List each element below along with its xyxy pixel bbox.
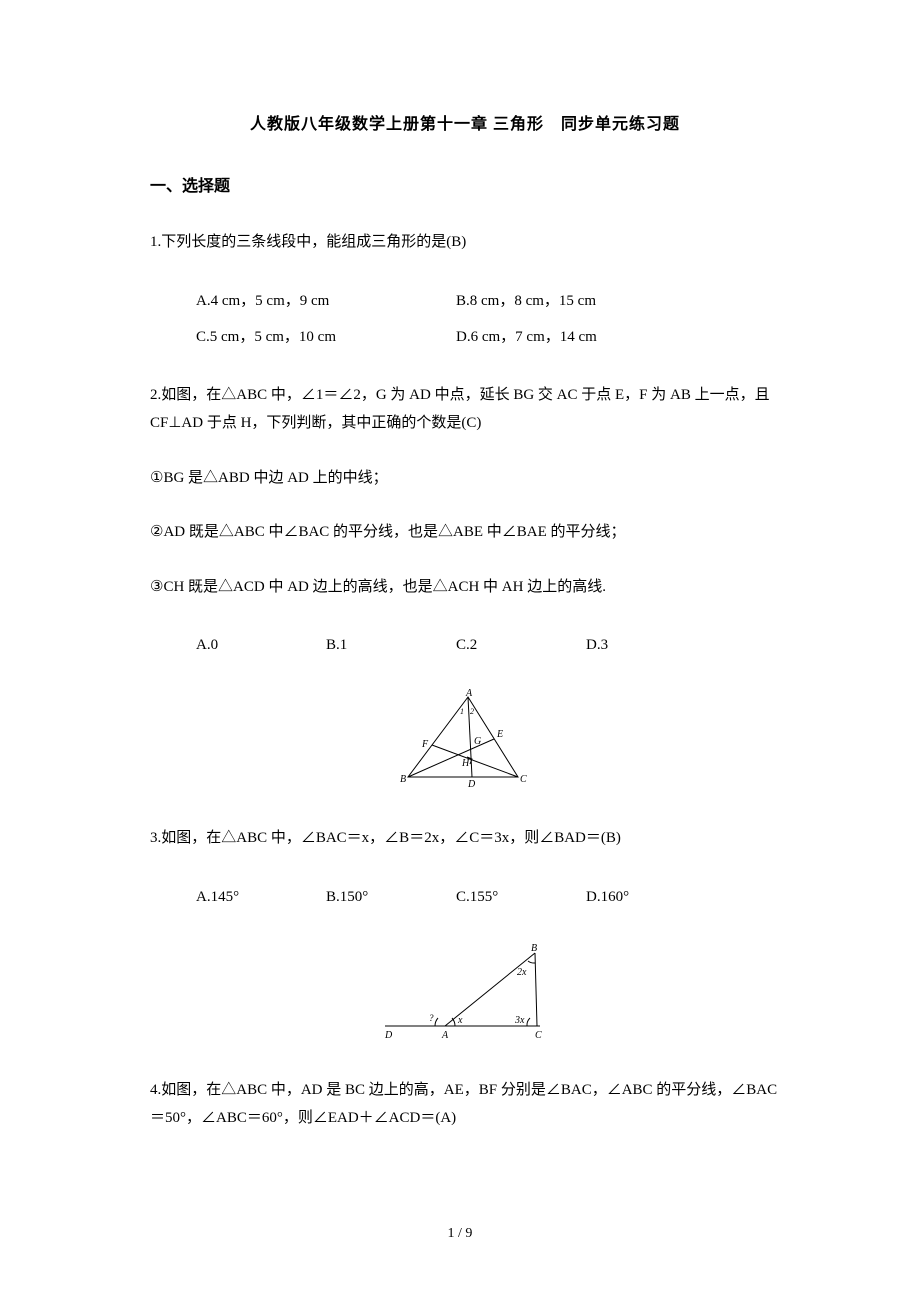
page-title: 人教版八年级数学上册第十一章 三角形 同步单元练习题 xyxy=(150,110,780,134)
svg-text:B: B xyxy=(531,943,537,954)
q2-opt-b: B.1 xyxy=(326,627,456,663)
svg-text:1: 1 xyxy=(460,707,464,716)
svg-text:2: 2 xyxy=(470,707,474,716)
q2-stmt-2: ②AD 既是△ABC 中∠BAC 的平分线，也是△ABE 中∠BAE 的平分线； xyxy=(150,518,780,547)
q2-options: A.0 B.1 C.2 D.3 xyxy=(196,627,780,663)
q1-opt-c: C.5 cm，5 cm，10 cm xyxy=(196,319,456,355)
svg-text:E: E xyxy=(496,729,503,740)
q3-options: A.145° B.150° C.155° D.160° xyxy=(196,879,780,915)
svg-text:C: C xyxy=(535,1030,542,1041)
q3-opt-a: A.145° xyxy=(196,879,326,915)
q2-stmt-1: ①BG 是△ABD 中边 AD 上的中线； xyxy=(150,464,780,493)
svg-text:H: H xyxy=(461,758,470,769)
question-4: 4.如图，在△ABC 中，AD 是 BC 边上的高，AE，BF 分别是∠BAC，… xyxy=(150,1076,780,1133)
question-3: 3.如图，在△ABC 中，∠BAC＝x，∠B＝2x，∠C＝3x，则∠BAD＝(B… xyxy=(150,824,780,853)
q3-figure: B D A C x ? 2x 3x xyxy=(150,941,780,1046)
q2-figure: A B C D E F G H 1 2 xyxy=(150,689,780,794)
q2-stmt-3: ③CH 既是△ACD 中 AD 边上的高线，也是△ACH 中 AH 边上的高线. xyxy=(150,573,780,602)
svg-text:x: x xyxy=(457,1015,463,1026)
svg-text:2x: 2x xyxy=(517,967,527,978)
q3-opt-c: C.155° xyxy=(456,879,586,915)
q1-options: A.4 cm，5 cm，9 cm B.8 cm，8 cm，15 cm C.5 c… xyxy=(196,283,780,355)
q2-opt-d: D.3 xyxy=(586,627,716,663)
section-heading: 一、选择题 xyxy=(150,172,780,196)
svg-text:?: ? xyxy=(429,1013,434,1023)
svg-text:B: B xyxy=(400,774,406,785)
question-1: 1.下列长度的三条线段中，能组成三角形的是(B) xyxy=(150,228,780,257)
svg-text:C: C xyxy=(520,774,527,785)
q1-opt-d: D.6 cm，7 cm，14 cm xyxy=(456,319,597,355)
svg-text:A: A xyxy=(465,689,473,699)
svg-text:3x: 3x xyxy=(514,1015,525,1026)
q1-opt-b: B.8 cm，8 cm，15 cm xyxy=(456,283,596,319)
q1-opt-a: A.4 cm，5 cm，9 cm xyxy=(196,283,456,319)
q2-opt-c: C.2 xyxy=(456,627,586,663)
q3-opt-d: D.160° xyxy=(586,879,716,915)
svg-text:D: D xyxy=(384,1030,393,1041)
q3-opt-b: B.150° xyxy=(326,879,456,915)
svg-text:D: D xyxy=(467,779,476,789)
page-footer: 1 / 9 xyxy=(0,1226,920,1242)
q2-opt-a: A.0 xyxy=(196,627,326,663)
question-2: 2.如图，在△ABC 中，∠1＝∠2，G 为 AD 中点，延长 BG 交 AC … xyxy=(150,381,780,438)
svg-text:G: G xyxy=(474,736,481,747)
svg-text:F: F xyxy=(421,739,429,750)
svg-text:A: A xyxy=(441,1030,449,1041)
